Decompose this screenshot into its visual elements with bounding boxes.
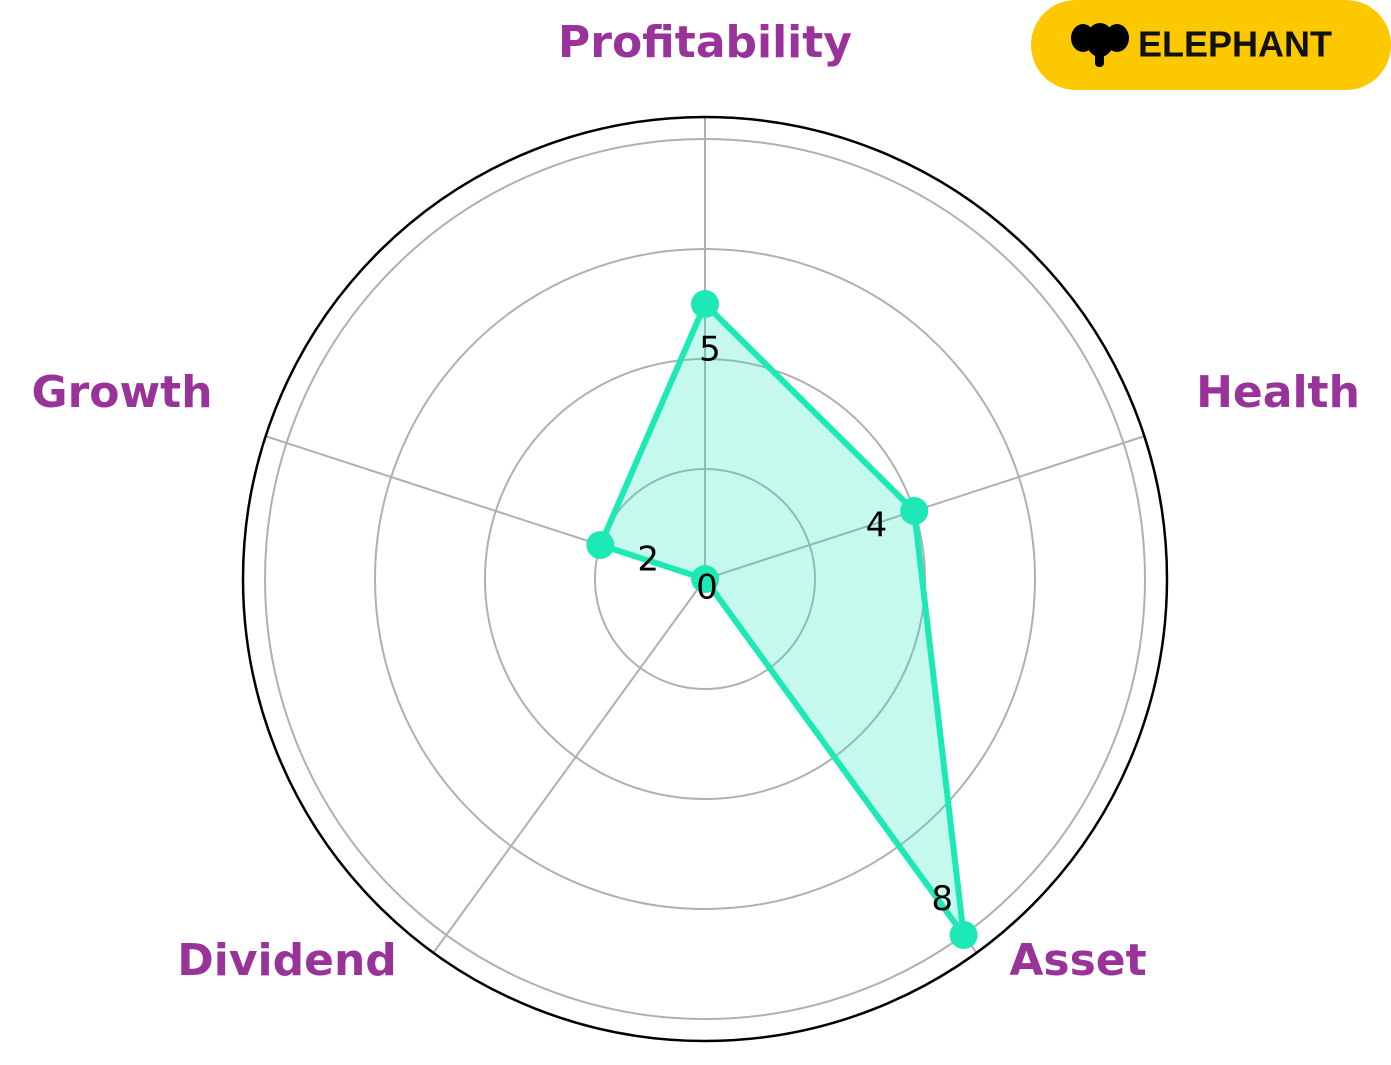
data-point xyxy=(900,497,929,526)
value-label: 5 xyxy=(699,330,721,370)
data-point xyxy=(691,290,719,318)
value-label: 2 xyxy=(637,539,659,579)
brand-logo: ELEPHANT xyxy=(1031,0,1391,90)
value-label: 0 xyxy=(696,568,718,608)
logo-pill xyxy=(1031,0,1391,90)
brand-text: ELEPHANT xyxy=(1138,24,1332,65)
category-label: Health xyxy=(1196,367,1360,418)
value-label: 8 xyxy=(931,879,953,919)
category-label: Asset xyxy=(1009,935,1146,986)
spoke xyxy=(432,578,706,954)
radar-area xyxy=(597,301,967,938)
elephant-icon xyxy=(1071,23,1129,67)
category-label: Growth xyxy=(31,367,212,418)
value-label: 4 xyxy=(866,505,888,545)
data-point xyxy=(586,531,615,560)
category-label: Profitability xyxy=(558,17,852,68)
category-label: Dividend xyxy=(177,935,397,986)
data-point xyxy=(949,920,978,949)
outer-frame xyxy=(241,115,1169,1043)
data-point xyxy=(691,565,719,593)
